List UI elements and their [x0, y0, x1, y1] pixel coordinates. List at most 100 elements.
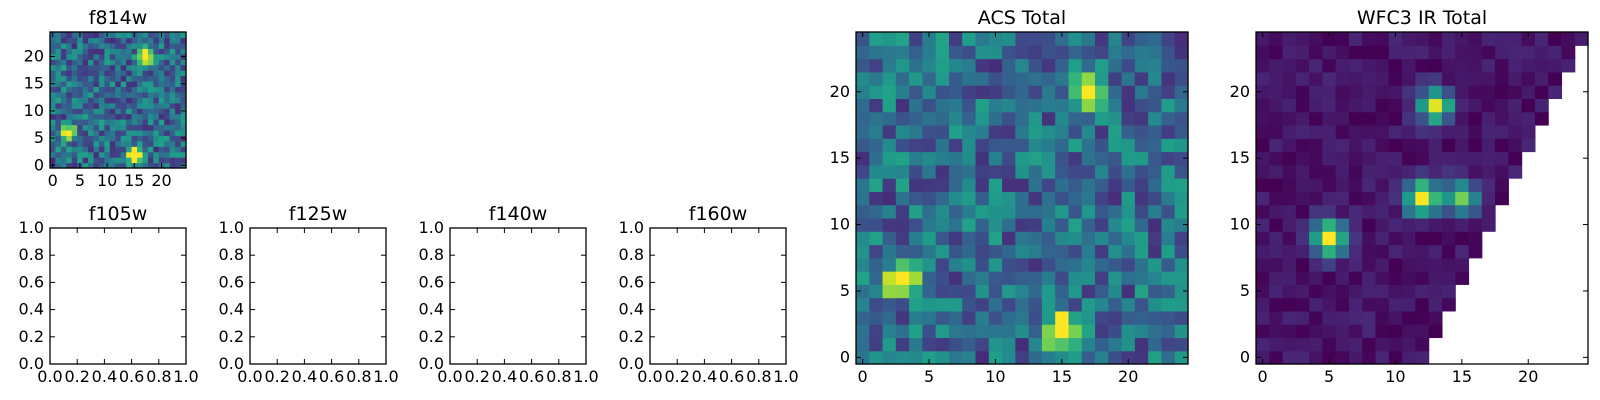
heatmap-cell: [50, 97, 57, 104]
heatmap-cell: [1428, 244, 1443, 259]
heatmap-cell: [137, 91, 144, 98]
heatmap-cell: [169, 70, 176, 77]
heatmap-cell: [975, 32, 990, 46]
heatmap-cell: [1134, 271, 1149, 285]
heatmap-cell: [1335, 111, 1350, 126]
heatmap-cell: [1134, 257, 1149, 272]
heatmap-cell: [1095, 178, 1109, 192]
heatmap-cell: [1468, 58, 1483, 73]
heatmap-cell: [77, 119, 84, 126]
heatmap-cell: [962, 231, 977, 246]
heatmap-cell: [1388, 297, 1403, 312]
heatmap-cell: [131, 48, 138, 55]
heatmap-cell: [104, 91, 111, 98]
heatmap-cell: [948, 204, 963, 219]
heatmap-cell: [66, 129, 73, 136]
heatmap-cell: [1468, 178, 1483, 192]
heatmap-cell: [66, 162, 73, 169]
heatmap-cell: [1309, 271, 1323, 285]
heatmap-cell: [1402, 310, 1416, 325]
heatmap-cell: [1028, 98, 1043, 113]
heatmap-cell: [856, 124, 870, 139]
heatmap-cell: [975, 324, 990, 339]
heatmap-cell: [895, 85, 910, 99]
heatmap-cell: [962, 85, 977, 99]
heatmap-cell: [1375, 58, 1390, 73]
heatmap-cell: [1455, 138, 1470, 153]
heatmap-cell: [1174, 32, 1189, 46]
heatmap-cell: [1041, 310, 1056, 325]
heatmap-cell: [962, 138, 977, 153]
heatmap-cell: [1428, 32, 1443, 46]
heatmap-cell: [1402, 271, 1416, 285]
heatmap-cell: [1441, 284, 1456, 299]
heatmap-cell: [158, 124, 165, 131]
panel-title: f814w: [89, 7, 148, 29]
x-tick-label: 0.0: [237, 367, 262, 386]
heatmap-cell: [1282, 98, 1297, 113]
heatmap-cell: [131, 86, 138, 93]
heatmap-cell: [882, 151, 897, 166]
heatmap-cell: [1068, 191, 1083, 206]
heatmap-cell: [1081, 85, 1096, 99]
heatmap-cell: [120, 124, 127, 131]
heatmap-cell: [1282, 324, 1297, 339]
heatmap-cell: [1174, 231, 1189, 246]
heatmap-cell: [115, 119, 122, 126]
heatmap-cell: [109, 108, 116, 115]
heatmap-cell: [1375, 310, 1390, 325]
heatmap-cell: [1269, 284, 1284, 299]
heatmap-cell: [55, 48, 62, 55]
heatmap-cell: [126, 113, 133, 120]
heatmap-cell: [1148, 217, 1163, 232]
heatmap-cell: [104, 37, 111, 44]
heatmap-cell: [962, 217, 977, 232]
heatmap-cell: [153, 119, 160, 126]
heatmap-cell: [142, 48, 149, 55]
heatmap-cell: [1269, 257, 1284, 272]
heatmap-cell: [922, 297, 937, 312]
heatmap-cell: [1508, 98, 1523, 113]
heatmap-cell: [1441, 297, 1456, 312]
heatmap-cell: [93, 37, 100, 44]
heatmap-cell: [71, 37, 78, 44]
heatmap-cell: [180, 91, 187, 98]
heatmap-cell: [175, 86, 182, 93]
heatmap-cell: [82, 124, 89, 131]
x-tick-label: 5: [924, 367, 934, 386]
heatmap-cell: [158, 42, 165, 49]
heatmap-cell: [115, 135, 122, 142]
heatmap-cell: [1348, 58, 1363, 73]
heatmap-cell: [975, 231, 990, 246]
heatmap-cell: [1256, 164, 1270, 179]
heatmap-cell: [1081, 310, 1096, 325]
heatmap-cell: [71, 48, 78, 55]
heatmap-cell: [869, 257, 884, 272]
heatmap-cell: [1428, 71, 1443, 86]
heatmap-cell: [895, 350, 910, 365]
heatmap-cell: [1335, 45, 1350, 60]
heatmap-cell: [115, 108, 122, 115]
heatmap-cell: [1256, 151, 1270, 166]
heatmap-cell: [115, 86, 122, 93]
heatmap-cell: [1322, 284, 1337, 299]
heatmap-cell: [1015, 178, 1030, 192]
heatmap-cell: [962, 310, 977, 325]
heatmap-cell: [1428, 217, 1443, 232]
heatmap-cell: [71, 140, 78, 147]
heatmap-cell: [1441, 178, 1456, 192]
heatmap-cell: [1375, 32, 1390, 46]
y-tick-label: 1.0: [419, 218, 444, 237]
heatmap-cell: [1161, 32, 1176, 46]
heatmap-cell: [93, 102, 100, 109]
heatmap-cell: [1161, 45, 1176, 60]
heatmap-cell: [1068, 32, 1083, 46]
heatmap-cell: [120, 70, 127, 77]
heatmap-cell: [131, 75, 138, 82]
heatmap-cell: [126, 146, 133, 153]
heatmap-cell: [856, 231, 870, 246]
heatmap-cell: [1455, 111, 1470, 126]
y-tick-label: 0.6: [219, 272, 244, 291]
heatmap-cell: [962, 324, 977, 339]
